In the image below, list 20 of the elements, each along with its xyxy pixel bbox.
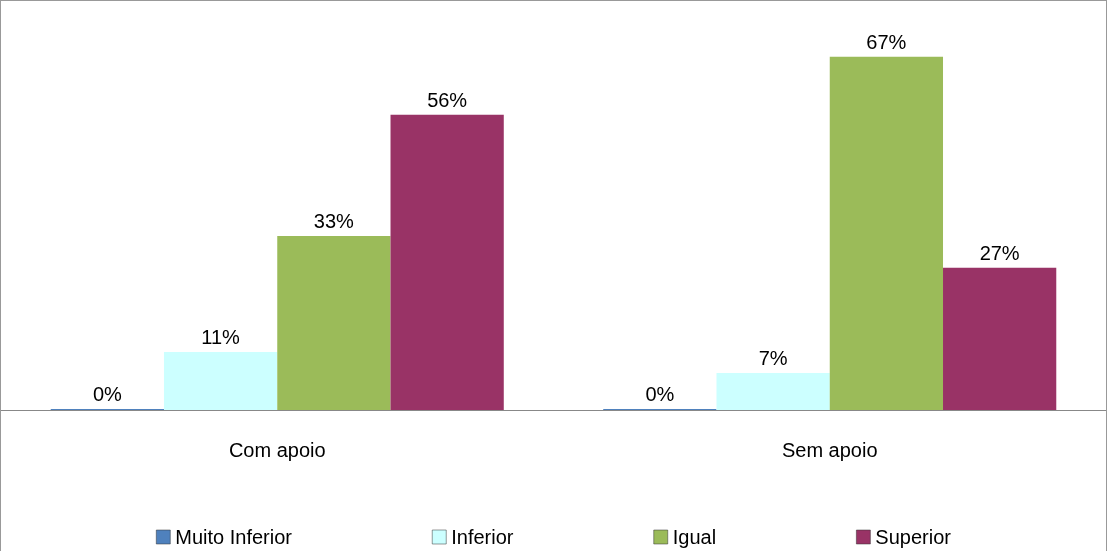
data-label: 0% xyxy=(92,383,123,405)
data-label: 11% xyxy=(201,326,241,349)
bar xyxy=(716,373,830,410)
legend-label: Muito Inferior xyxy=(175,526,293,548)
legend-label: Igual xyxy=(672,526,717,548)
data-label: 33% xyxy=(313,210,355,233)
bar xyxy=(829,56,944,410)
data-label: 56% xyxy=(427,88,468,111)
legend-label: Superior xyxy=(875,526,952,548)
x-tick-label: Com apoio xyxy=(228,439,326,461)
bar xyxy=(390,114,504,410)
x-tick-label: Sem apoio xyxy=(781,439,878,461)
data-label: 27% xyxy=(979,241,1020,264)
bar xyxy=(277,236,391,410)
data-label: 0% xyxy=(645,383,675,405)
bar xyxy=(943,267,1057,410)
data-label: 67% xyxy=(866,30,907,53)
data-label: 7% xyxy=(758,347,788,370)
legend-label: Inferior xyxy=(451,526,514,548)
bar xyxy=(163,352,278,410)
